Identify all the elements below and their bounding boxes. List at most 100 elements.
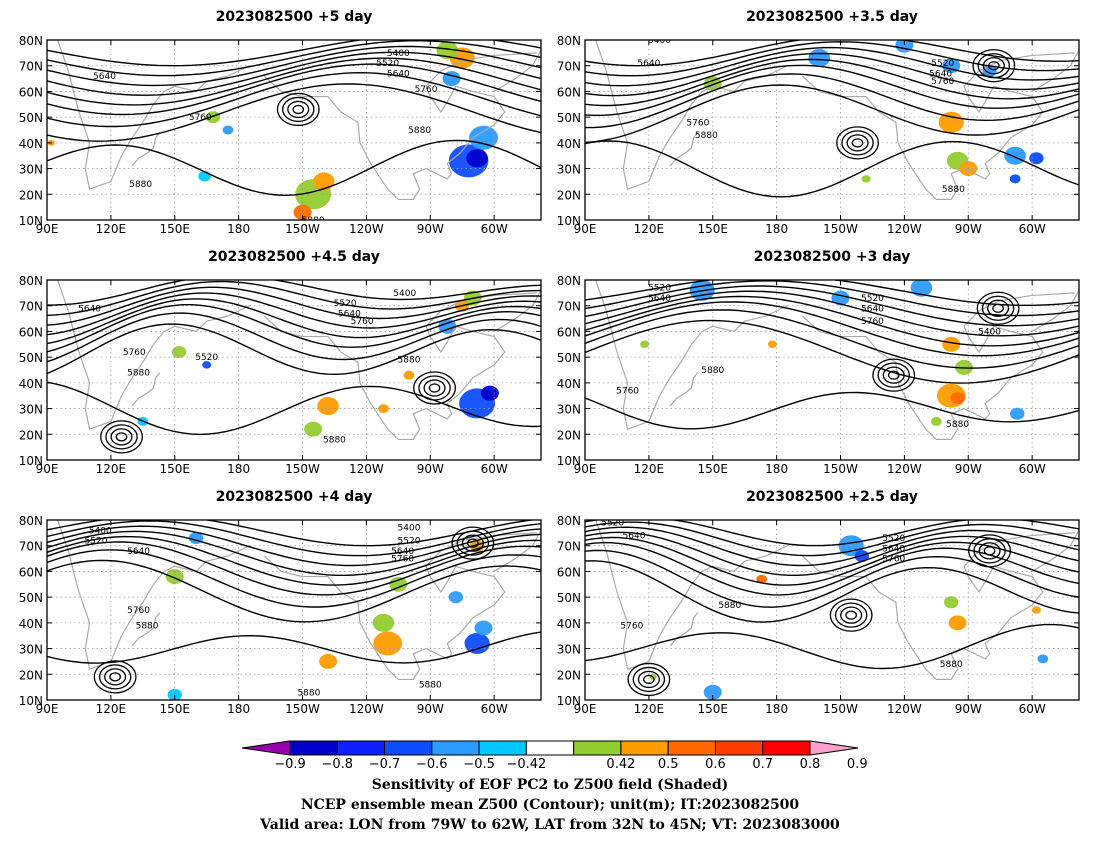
colorbar-arrow-low <box>241 740 291 756</box>
coastline <box>131 372 161 407</box>
panel-title: 2023082500 +5 day <box>216 9 373 25</box>
sensitivity-shade <box>304 421 323 437</box>
z500-contour <box>47 323 541 376</box>
closed-contour <box>276 92 320 127</box>
lat-tick-label: 30N <box>557 403 581 417</box>
contour-label: 5400 <box>393 289 416 299</box>
z500-contour <box>585 64 1079 116</box>
lon-tick-label: 180 <box>227 462 250 476</box>
closed-contour <box>627 662 671 697</box>
sensitivity-shade <box>950 392 965 405</box>
z500-contour <box>47 298 541 345</box>
contour-label: 5520 <box>398 537 421 547</box>
panel-title: 2023082500 +3 day <box>754 249 911 265</box>
lat-tick-label: 60N <box>557 325 581 339</box>
lat-tick-label: 20N <box>557 188 581 202</box>
sensitivity-shade <box>1010 407 1025 420</box>
coastline <box>595 520 788 670</box>
closed-contour <box>428 383 441 393</box>
sensitivity-shade <box>1009 174 1021 184</box>
colorbar: −0.9 −0.8 −0.7 −0.6 −0.5 −0.42 0.42 0.5 0.6 0.7 0.… <box>241 740 868 772</box>
lon-tick-label: 60W <box>481 222 508 236</box>
lat-tick-label: 50N <box>557 591 581 605</box>
closed-contour <box>632 666 666 693</box>
contour-label: 5880 <box>127 369 150 379</box>
z500-contour <box>47 292 541 336</box>
lon-tick-label: 180 <box>227 222 250 236</box>
panel-frame <box>584 279 1080 461</box>
lon-tick-label: 150E <box>160 702 191 716</box>
lon-tick-label: 60W <box>481 702 508 716</box>
lon-tick-label: 180 <box>227 702 250 716</box>
lon-tick-label: 180 <box>765 702 788 716</box>
sensitivity-shade <box>464 632 490 654</box>
z500-contour <box>47 525 541 567</box>
lat-tick-label: 30N <box>19 163 43 177</box>
lon-tick-label: 60W <box>1019 222 1046 236</box>
sensitivity-shade <box>930 416 942 426</box>
sensitivity-shade <box>938 111 964 133</box>
z500-contour <box>585 41 1079 77</box>
lat-tick-label: 40N <box>557 617 581 631</box>
panel-title: 2023082500 +3.5 day <box>746 9 918 25</box>
lat-tick-label: 70N <box>19 540 43 554</box>
contour-label: 5880 <box>297 688 320 698</box>
lat-tick-label: 70N <box>19 300 43 314</box>
coastline <box>669 132 699 167</box>
contour-label: 5400 <box>978 327 1001 337</box>
contour-label: 5400 <box>89 526 112 536</box>
closed-contour <box>98 664 132 690</box>
sensitivity-shade <box>389 576 408 592</box>
colorbar-tick-label: −0.6 <box>416 757 448 772</box>
lon-tick-label: 150E <box>698 702 729 716</box>
closed-contour <box>846 134 869 152</box>
closed-contour <box>467 538 479 548</box>
z500-contour <box>585 536 1079 586</box>
lon-tick-label: 90W <box>417 222 444 236</box>
coastline <box>493 49 541 92</box>
contour-label: 5640 <box>861 304 884 314</box>
colorbar-box <box>336 740 386 756</box>
lon-tick-label: 120E <box>96 462 127 476</box>
map-panel: 2023082500 +3.5 day540055205640564057605… <box>557 9 1080 236</box>
lat-tick-label: 20N <box>19 668 43 682</box>
z500-contour <box>585 40 1079 67</box>
colorbar-box <box>525 740 575 756</box>
colorbar-tick-label: −0.9 <box>274 757 306 772</box>
coastline <box>263 292 537 441</box>
z500-contour <box>585 301 1079 357</box>
lon-tick-label: 120W <box>887 462 922 476</box>
lat-tick-label: 10N <box>557 214 581 228</box>
z500-contour <box>47 520 537 547</box>
closed-contour <box>829 598 873 632</box>
z500-contour <box>585 560 1079 623</box>
lat-tick-label: 60N <box>557 565 581 579</box>
closed-contour <box>877 362 911 388</box>
z500-contour <box>47 40 541 67</box>
contour-label: 5640 <box>637 59 660 69</box>
lon-tick-label: 120E <box>634 702 665 716</box>
closed-contour <box>292 104 305 115</box>
panel-frame <box>46 519 542 701</box>
lon-tick-label: 90E <box>574 222 597 236</box>
z500-contour <box>47 549 541 608</box>
sensitivity-shade <box>640 340 650 349</box>
contour-label: 5880 <box>695 131 718 141</box>
colorbar-box <box>384 740 433 756</box>
closed-contour <box>282 96 315 123</box>
z500-contour <box>47 280 541 316</box>
z500-contour <box>585 295 1079 347</box>
closed-contour <box>978 542 1001 560</box>
figure: 2023082500 +5 day54005520564056405760576… <box>19 9 1080 772</box>
contour-label: 5520 <box>334 299 357 309</box>
lon-tick-label: 90W <box>955 462 982 476</box>
colorbar-tick-label: 0.7 <box>752 757 773 772</box>
lon-tick-label: 90E <box>574 702 597 716</box>
sensitivity-shade <box>205 111 221 124</box>
z500-contour <box>47 51 541 96</box>
closed-contour <box>115 432 128 442</box>
lat-tick-label: 60N <box>557 85 581 99</box>
sensitivity-shade <box>861 175 871 183</box>
lon-tick-label: 150W <box>285 702 320 716</box>
